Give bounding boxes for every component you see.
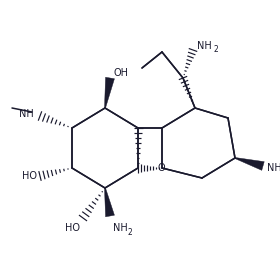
Text: NH: NH <box>197 41 212 51</box>
Text: 2: 2 <box>213 46 218 54</box>
Text: NH: NH <box>267 163 280 173</box>
Text: NH: NH <box>19 109 34 119</box>
Polygon shape <box>104 77 115 108</box>
Polygon shape <box>104 188 115 217</box>
Text: 2: 2 <box>128 228 133 237</box>
Text: HO: HO <box>65 223 80 233</box>
Text: O: O <box>158 163 166 173</box>
Text: OH: OH <box>113 68 128 78</box>
Text: HO: HO <box>22 171 37 181</box>
Text: NH: NH <box>113 223 128 233</box>
Polygon shape <box>235 157 264 170</box>
